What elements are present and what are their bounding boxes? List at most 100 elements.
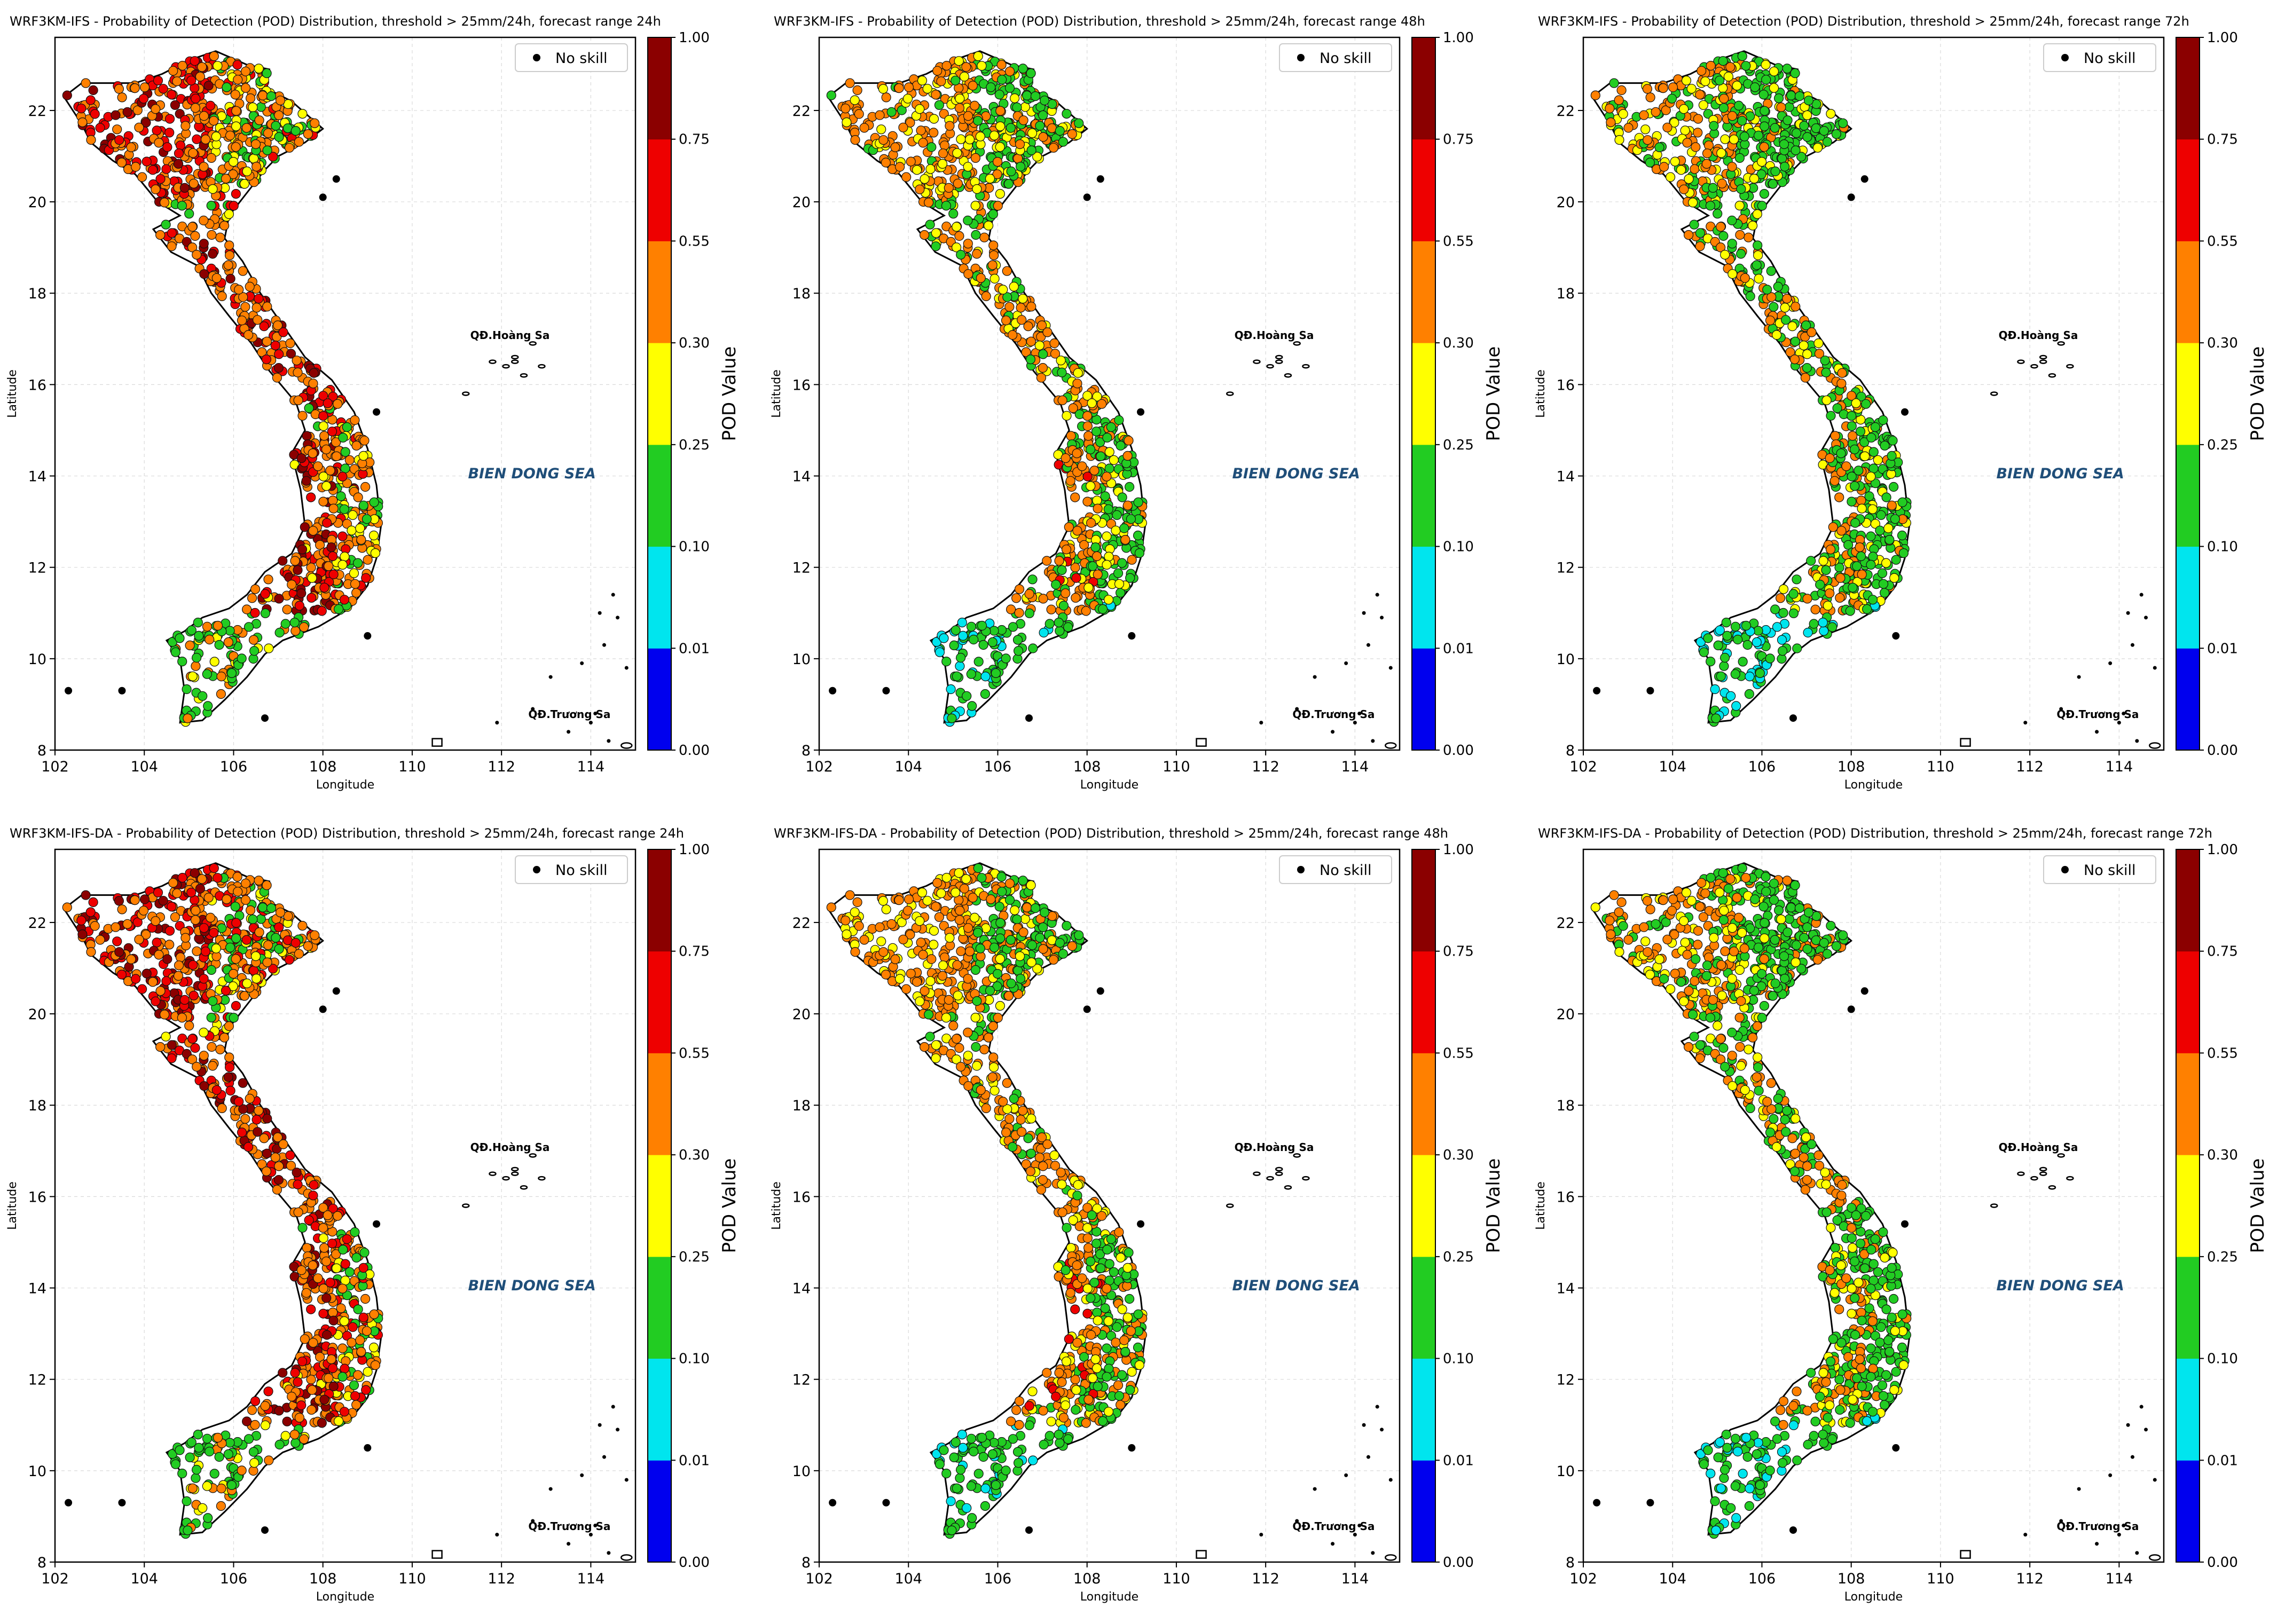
station-point (209, 116, 219, 126)
y-tick-label: 22 (28, 915, 46, 932)
station-point (1691, 142, 1701, 152)
station-point (881, 92, 891, 103)
colorbar-tick-label: 0.55 (679, 1045, 710, 1061)
colorbar-tick-label: 0.75 (679, 944, 710, 960)
station-point (1001, 653, 1011, 664)
station-point (1091, 551, 1102, 562)
station-point (131, 162, 141, 172)
station-point (350, 415, 360, 425)
station-point (1127, 555, 1137, 565)
station-point (1790, 68, 1800, 78)
station-point (1018, 294, 1028, 304)
station-point (1765, 653, 1775, 664)
station-point (273, 362, 284, 373)
station-point (1800, 373, 1811, 383)
station-point (359, 436, 370, 446)
station-point (945, 121, 955, 131)
station-point (1720, 134, 1730, 144)
x-tick-label: 102 (1569, 759, 1597, 775)
station-point (274, 349, 284, 359)
station-point (262, 880, 272, 890)
y-tick-label: 12 (28, 560, 46, 577)
station-point (168, 878, 178, 888)
x-tick-label: 106 (984, 759, 1012, 775)
station-point (970, 100, 980, 111)
station-point (931, 90, 941, 100)
station-point (177, 656, 187, 667)
station-point (151, 916, 161, 926)
station-point (290, 1438, 301, 1448)
station-point (308, 448, 318, 459)
colorbar-segment (2176, 139, 2200, 241)
station-point (321, 1256, 332, 1266)
legend: No skill (2043, 43, 2156, 72)
station-point (1042, 1368, 1052, 1378)
island-dot (2126, 611, 2130, 615)
station-point (962, 691, 972, 701)
station-point (1820, 356, 1830, 366)
station-point (225, 942, 235, 952)
colorbar-segment (1412, 546, 1435, 649)
station-point (112, 936, 122, 947)
no-skill-point (319, 1005, 327, 1013)
station-point (342, 1331, 352, 1341)
station-point (95, 123, 105, 133)
colorbar-segment (648, 343, 671, 445)
station-point (302, 431, 312, 441)
station-point (228, 169, 238, 179)
station-point (190, 103, 200, 113)
station-point (114, 84, 124, 94)
no-skill-point (332, 175, 340, 183)
station-point (216, 689, 226, 699)
station-point (1026, 336, 1036, 346)
station-point (161, 1031, 171, 1042)
station-point (167, 90, 177, 100)
station-point (915, 184, 925, 194)
station-point (274, 1406, 284, 1416)
station-point (1866, 559, 1876, 570)
station-point (266, 91, 277, 101)
legend-marker (533, 54, 540, 61)
panel-title: WRF3KM-IFS - Probability of Detection (P… (10, 14, 661, 29)
station-point (1042, 556, 1052, 566)
station-point (1091, 427, 1102, 437)
station-point (1739, 131, 1749, 141)
station-point (293, 1377, 303, 1388)
station-point (86, 135, 96, 145)
station-point (191, 1473, 201, 1483)
station-point (318, 1203, 328, 1213)
paracel-label: QĐ.Hoàng Sa (470, 329, 550, 342)
station-point (1106, 478, 1117, 488)
station-point (223, 260, 233, 270)
station-point (1768, 179, 1778, 189)
station-point (172, 76, 182, 86)
station-point (340, 447, 350, 457)
island-dot (495, 1533, 499, 1537)
panel-title: WRF3KM-IFS-DA - Probability of Detection… (774, 826, 1448, 841)
station-point (347, 1337, 357, 1347)
station-point (260, 589, 270, 599)
x-axis-label: Longitude (1844, 778, 1903, 792)
station-point (130, 895, 140, 905)
station-point (987, 637, 998, 648)
station-point (293, 395, 303, 405)
station-point (297, 545, 308, 555)
station-point (232, 60, 242, 70)
station-point (292, 1168, 302, 1178)
no-skill-markers (1593, 175, 1909, 722)
station-point (308, 1260, 318, 1271)
station-point (287, 579, 297, 590)
station-point (190, 1043, 200, 1053)
station-point (1693, 114, 1703, 124)
station-point (1738, 657, 1748, 667)
station-point (164, 114, 175, 124)
station-point (1802, 132, 1812, 142)
spratly-islands (2023, 593, 2157, 743)
station-point (1114, 579, 1125, 589)
station-point (1796, 152, 1807, 162)
station-point (1035, 121, 1045, 131)
spratly-label: QĐ.Trương Sa (2056, 708, 2139, 721)
station-point (1026, 145, 1036, 155)
